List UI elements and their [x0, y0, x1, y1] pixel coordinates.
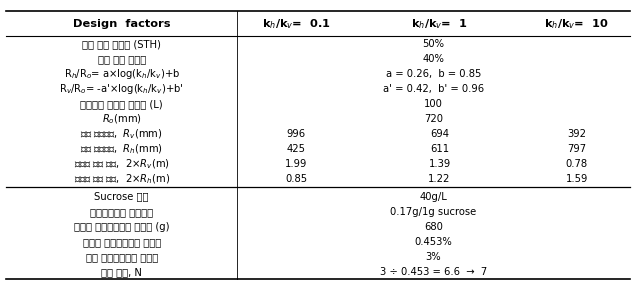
Text: 40%: 40% [422, 54, 444, 64]
Text: 1.59: 1.59 [565, 174, 588, 184]
Text: 0.85: 0.85 [285, 174, 307, 184]
Text: R$_v$/R$_o$= -a'×log(k$_h$/k$_v$)+b': R$_v$/R$_o$= -a'×log(k$_h$/k$_v$)+b' [59, 82, 184, 96]
Text: 50%: 50% [422, 39, 445, 49]
Text: a = 0.26,  b = 0.85: a = 0.26, b = 0.85 [385, 69, 481, 79]
Text: 대상 지반 공극률: 대상 지반 공극률 [97, 54, 146, 64]
Text: 0.78: 0.78 [565, 159, 588, 169]
Text: 611: 611 [430, 144, 449, 154]
Text: 주입구 수직 간격,  2×$R_v$(m): 주입구 수직 간격, 2×$R_v$(m) [74, 158, 170, 171]
Text: 바이오폴리머 생성효율: 바이오폴리머 생성효율 [90, 207, 153, 217]
Text: k$_h$/k$_v$=  1: k$_h$/k$_v$= 1 [411, 17, 467, 31]
Text: Design  factors: Design factors [73, 19, 170, 29]
Text: 1.99: 1.99 [285, 159, 307, 169]
Text: 주입당 바이오폴리머 생성량 (g): 주입당 바이오폴리머 생성량 (g) [74, 222, 169, 232]
Text: 수직 유효반경,  $R_v$(mm): 수직 유효반경, $R_v$(mm) [80, 127, 163, 141]
Text: 목표 바이오폴리머 포화도: 목표 바이오폴리머 포화도 [85, 252, 158, 262]
Text: 주입공 수평 간격,  2×$R_h$(m): 주입공 수평 간격, 2×$R_h$(m) [74, 173, 170, 186]
Text: Sucrose 농도: Sucrose 농도 [94, 192, 149, 202]
Text: 425: 425 [287, 144, 306, 154]
Text: 주입공당 접종액 주입량 (L): 주입공당 접종액 주입량 (L) [80, 99, 163, 109]
Text: 680: 680 [424, 222, 443, 232]
Text: 996: 996 [287, 129, 306, 139]
Text: 공극 임계 포화도 (STH): 공극 임계 포화도 (STH) [82, 39, 161, 49]
Text: 694: 694 [430, 129, 449, 139]
Text: 0.453%: 0.453% [415, 237, 452, 247]
Text: 0.17g/1g sucrose: 0.17g/1g sucrose [390, 207, 476, 217]
Text: 3 ÷ 0.453 = 6.6  →  7: 3 ÷ 0.453 = 6.6 → 7 [380, 267, 487, 277]
Text: $R_o$(mm): $R_o$(mm) [102, 112, 142, 126]
Text: 1.22: 1.22 [429, 174, 451, 184]
Text: 주입당 바이오폴리머 포화도: 주입당 바이오폴리머 포화도 [83, 237, 161, 247]
Text: 392: 392 [567, 129, 586, 139]
Text: a' = 0.42,  b' = 0.96: a' = 0.42, b' = 0.96 [383, 84, 484, 94]
Text: 797: 797 [567, 144, 586, 154]
Text: 1.39: 1.39 [429, 159, 451, 169]
Text: 주입 횟수, N: 주입 횟수, N [101, 267, 142, 277]
Text: 3%: 3% [425, 252, 441, 262]
Text: k$_h$/k$_v$=  0.1: k$_h$/k$_v$= 0.1 [262, 17, 331, 31]
Text: 720: 720 [424, 114, 443, 124]
Text: 100: 100 [424, 99, 443, 109]
Text: 수평 유효반경,  $R_h$(mm): 수평 유효반경, $R_h$(mm) [80, 142, 163, 156]
Text: k$_h$/k$_v$=  10: k$_h$/k$_v$= 10 [544, 17, 609, 31]
Text: R$_h$/R$_o$= a×log(k$_h$/k$_v$)+b: R$_h$/R$_o$= a×log(k$_h$/k$_v$)+b [64, 67, 180, 81]
Text: 40g/L: 40g/L [419, 192, 447, 202]
